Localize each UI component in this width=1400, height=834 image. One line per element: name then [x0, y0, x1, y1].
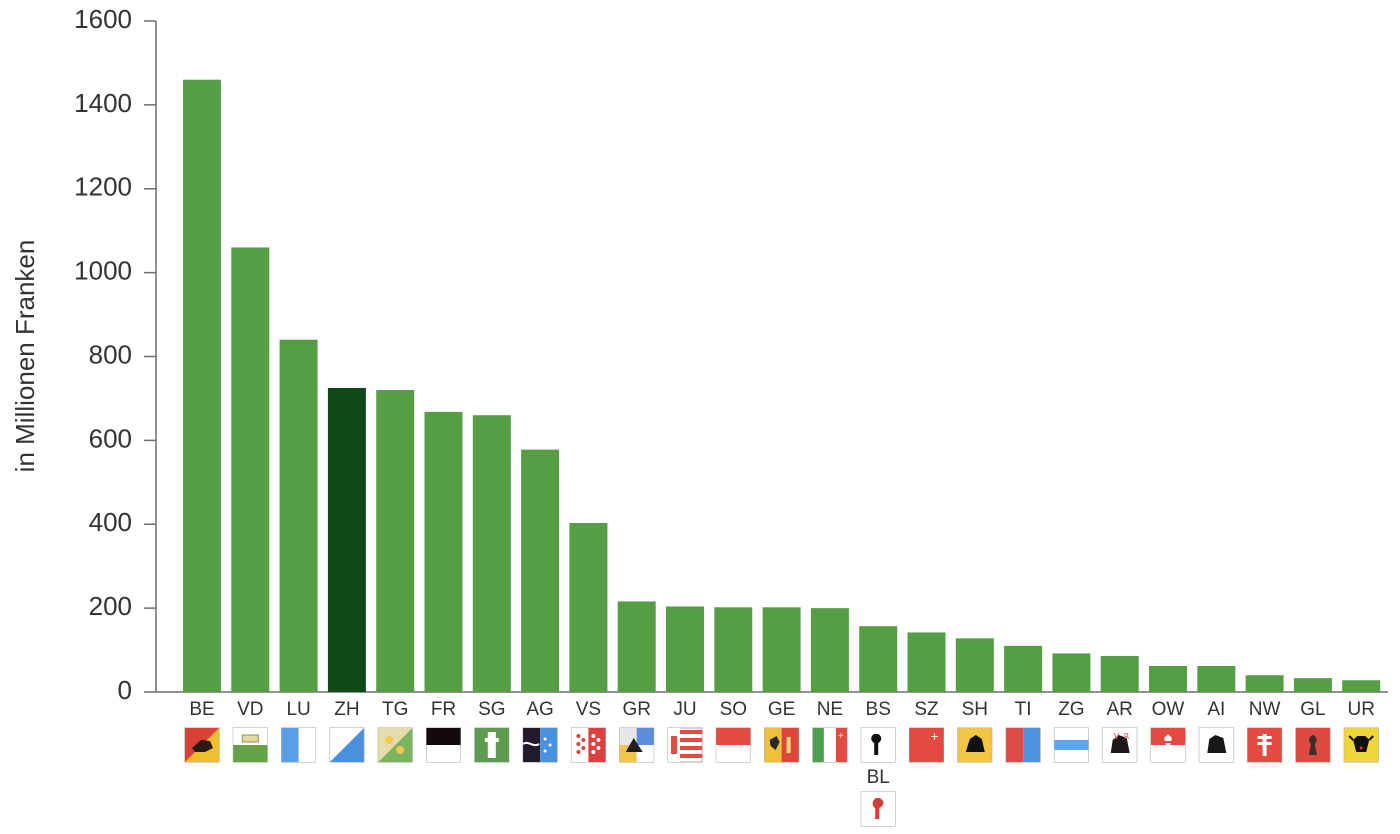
y-tick-label: 0 — [118, 675, 132, 705]
category-label-ow: OW — [1152, 699, 1185, 720]
category-label-ti: TI — [1015, 699, 1032, 720]
bar-gr — [617, 601, 656, 692]
category-label-ne: NE — [817, 699, 843, 720]
bar-nw — [1245, 675, 1284, 692]
category-label-be: BE — [189, 699, 214, 720]
category-label-ju: JU — [673, 699, 696, 720]
y-tick-label: 1400 — [74, 88, 132, 118]
bar-vs — [569, 522, 608, 692]
y-tick-label: 1600 — [74, 4, 132, 34]
schaffhausen-flag-icon — [957, 727, 993, 763]
valais-flag-icon — [570, 727, 606, 763]
svg-text:R: R — [1124, 732, 1130, 741]
category-label-bs: BS — [866, 699, 891, 720]
svg-text:V: V — [1114, 732, 1120, 741]
bar-sh — [955, 638, 994, 692]
bar-be — [183, 79, 221, 692]
bar-ju — [666, 606, 704, 692]
glarus-flag-icon — [1295, 727, 1331, 763]
bars-layer — [183, 79, 1381, 692]
zurich-flag-icon — [329, 727, 365, 763]
bar-fr — [424, 411, 463, 692]
geneva-flag-icon — [764, 727, 800, 763]
schwyz-flag-icon: + — [909, 727, 944, 763]
category-label-zg: ZG — [1058, 699, 1084, 720]
graubuenden-flag-icon — [619, 727, 655, 763]
category-label-vd: VD — [237, 699, 263, 720]
uri-flag-icon — [1343, 727, 1379, 763]
bar-ow — [1149, 665, 1187, 692]
bar-lu — [279, 339, 318, 692]
bar-so — [714, 607, 753, 692]
bar-zg — [1052, 653, 1091, 692]
category-label-ur: UR — [1347, 699, 1374, 720]
y-axis-label: in Millionen Franken — [10, 240, 40, 473]
bar-ag — [521, 449, 560, 692]
category-label-zh: ZH — [334, 699, 359, 720]
category-label-tg: TG — [382, 699, 408, 720]
y-tick-label: 200 — [89, 591, 132, 621]
y-tick-label: 400 — [89, 507, 132, 537]
vaud-flag-icon — [232, 727, 268, 763]
thurgau-flag-icon — [377, 727, 413, 763]
category-label-nw: NW — [1249, 699, 1281, 720]
bar-bs — [859, 626, 898, 692]
svg-text:+: + — [930, 730, 939, 743]
svg-text:+: + — [838, 731, 845, 740]
bar-ne — [810, 608, 849, 692]
solothurn-flag-icon — [715, 727, 751, 763]
basel-landschaft-flag-icon — [860, 791, 896, 827]
neuchatel-flag-icon: + — [812, 727, 848, 763]
category-label-ar: AR — [1106, 699, 1132, 720]
zug-flag-icon — [1053, 727, 1089, 763]
ticino-flag-icon — [1005, 727, 1041, 763]
bear-flag-icon — [184, 727, 220, 763]
bar-sz — [907, 632, 946, 692]
category-label-sz: SZ — [914, 699, 939, 720]
y-tick-label: 1000 — [74, 256, 132, 286]
category-label-ge: GE — [768, 699, 795, 720]
bar-ge — [762, 607, 801, 692]
fribourg-flag-icon — [426, 727, 461, 763]
bar-ar — [1100, 655, 1139, 692]
bar-sg — [472, 415, 511, 692]
category-label-sg: SG — [478, 699, 505, 720]
bar-tg — [376, 390, 415, 692]
category-label-bl: BL — [867, 767, 890, 788]
appenzell-innerrhoden-flag-icon — [1198, 727, 1234, 763]
category-label-so: SO — [720, 699, 747, 720]
aargau-flag-icon — [522, 727, 558, 763]
st-gallen-flag-icon — [474, 727, 510, 763]
category-label-ag: AG — [526, 699, 553, 720]
category-label-ai: AI — [1207, 699, 1225, 720]
jura-flag-icon — [667, 727, 703, 763]
basel-stadt-flag-icon — [860, 727, 896, 763]
category-label-fr: FR — [431, 699, 456, 720]
y-tick-label: 800 — [89, 339, 132, 369]
bar-ai — [1197, 665, 1236, 692]
axes-layer: 0 200 400 600 800 1000 1200 1400 1600 — [74, 4, 1388, 705]
category-label-gl: GL — [1300, 699, 1325, 720]
category-label-vs: VS — [576, 699, 601, 720]
bar-ur — [1342, 680, 1381, 692]
lucerne-flag-icon — [281, 727, 317, 763]
y-tick-label: 600 — [89, 423, 132, 453]
bar-gl — [1293, 678, 1332, 692]
category-label-lu: LU — [286, 699, 310, 720]
category-label-gr: GR — [622, 699, 651, 720]
nidwalden-flag-icon — [1247, 727, 1283, 763]
bar-ti — [1004, 645, 1043, 692]
flags-layer: + + V R — [184, 727, 1379, 827]
y-tick-label: 1200 — [74, 172, 132, 202]
bar-vd — [231, 247, 270, 692]
category-label-sh: SH — [962, 699, 988, 720]
bar-zh — [327, 387, 366, 692]
obwalden-flag-icon — [1150, 727, 1186, 763]
labels-layer: BE VD LU ZH TG FR SG AG VS GR JU SO GE NE BS BL SZ SH TI ZG… — [189, 699, 1375, 788]
